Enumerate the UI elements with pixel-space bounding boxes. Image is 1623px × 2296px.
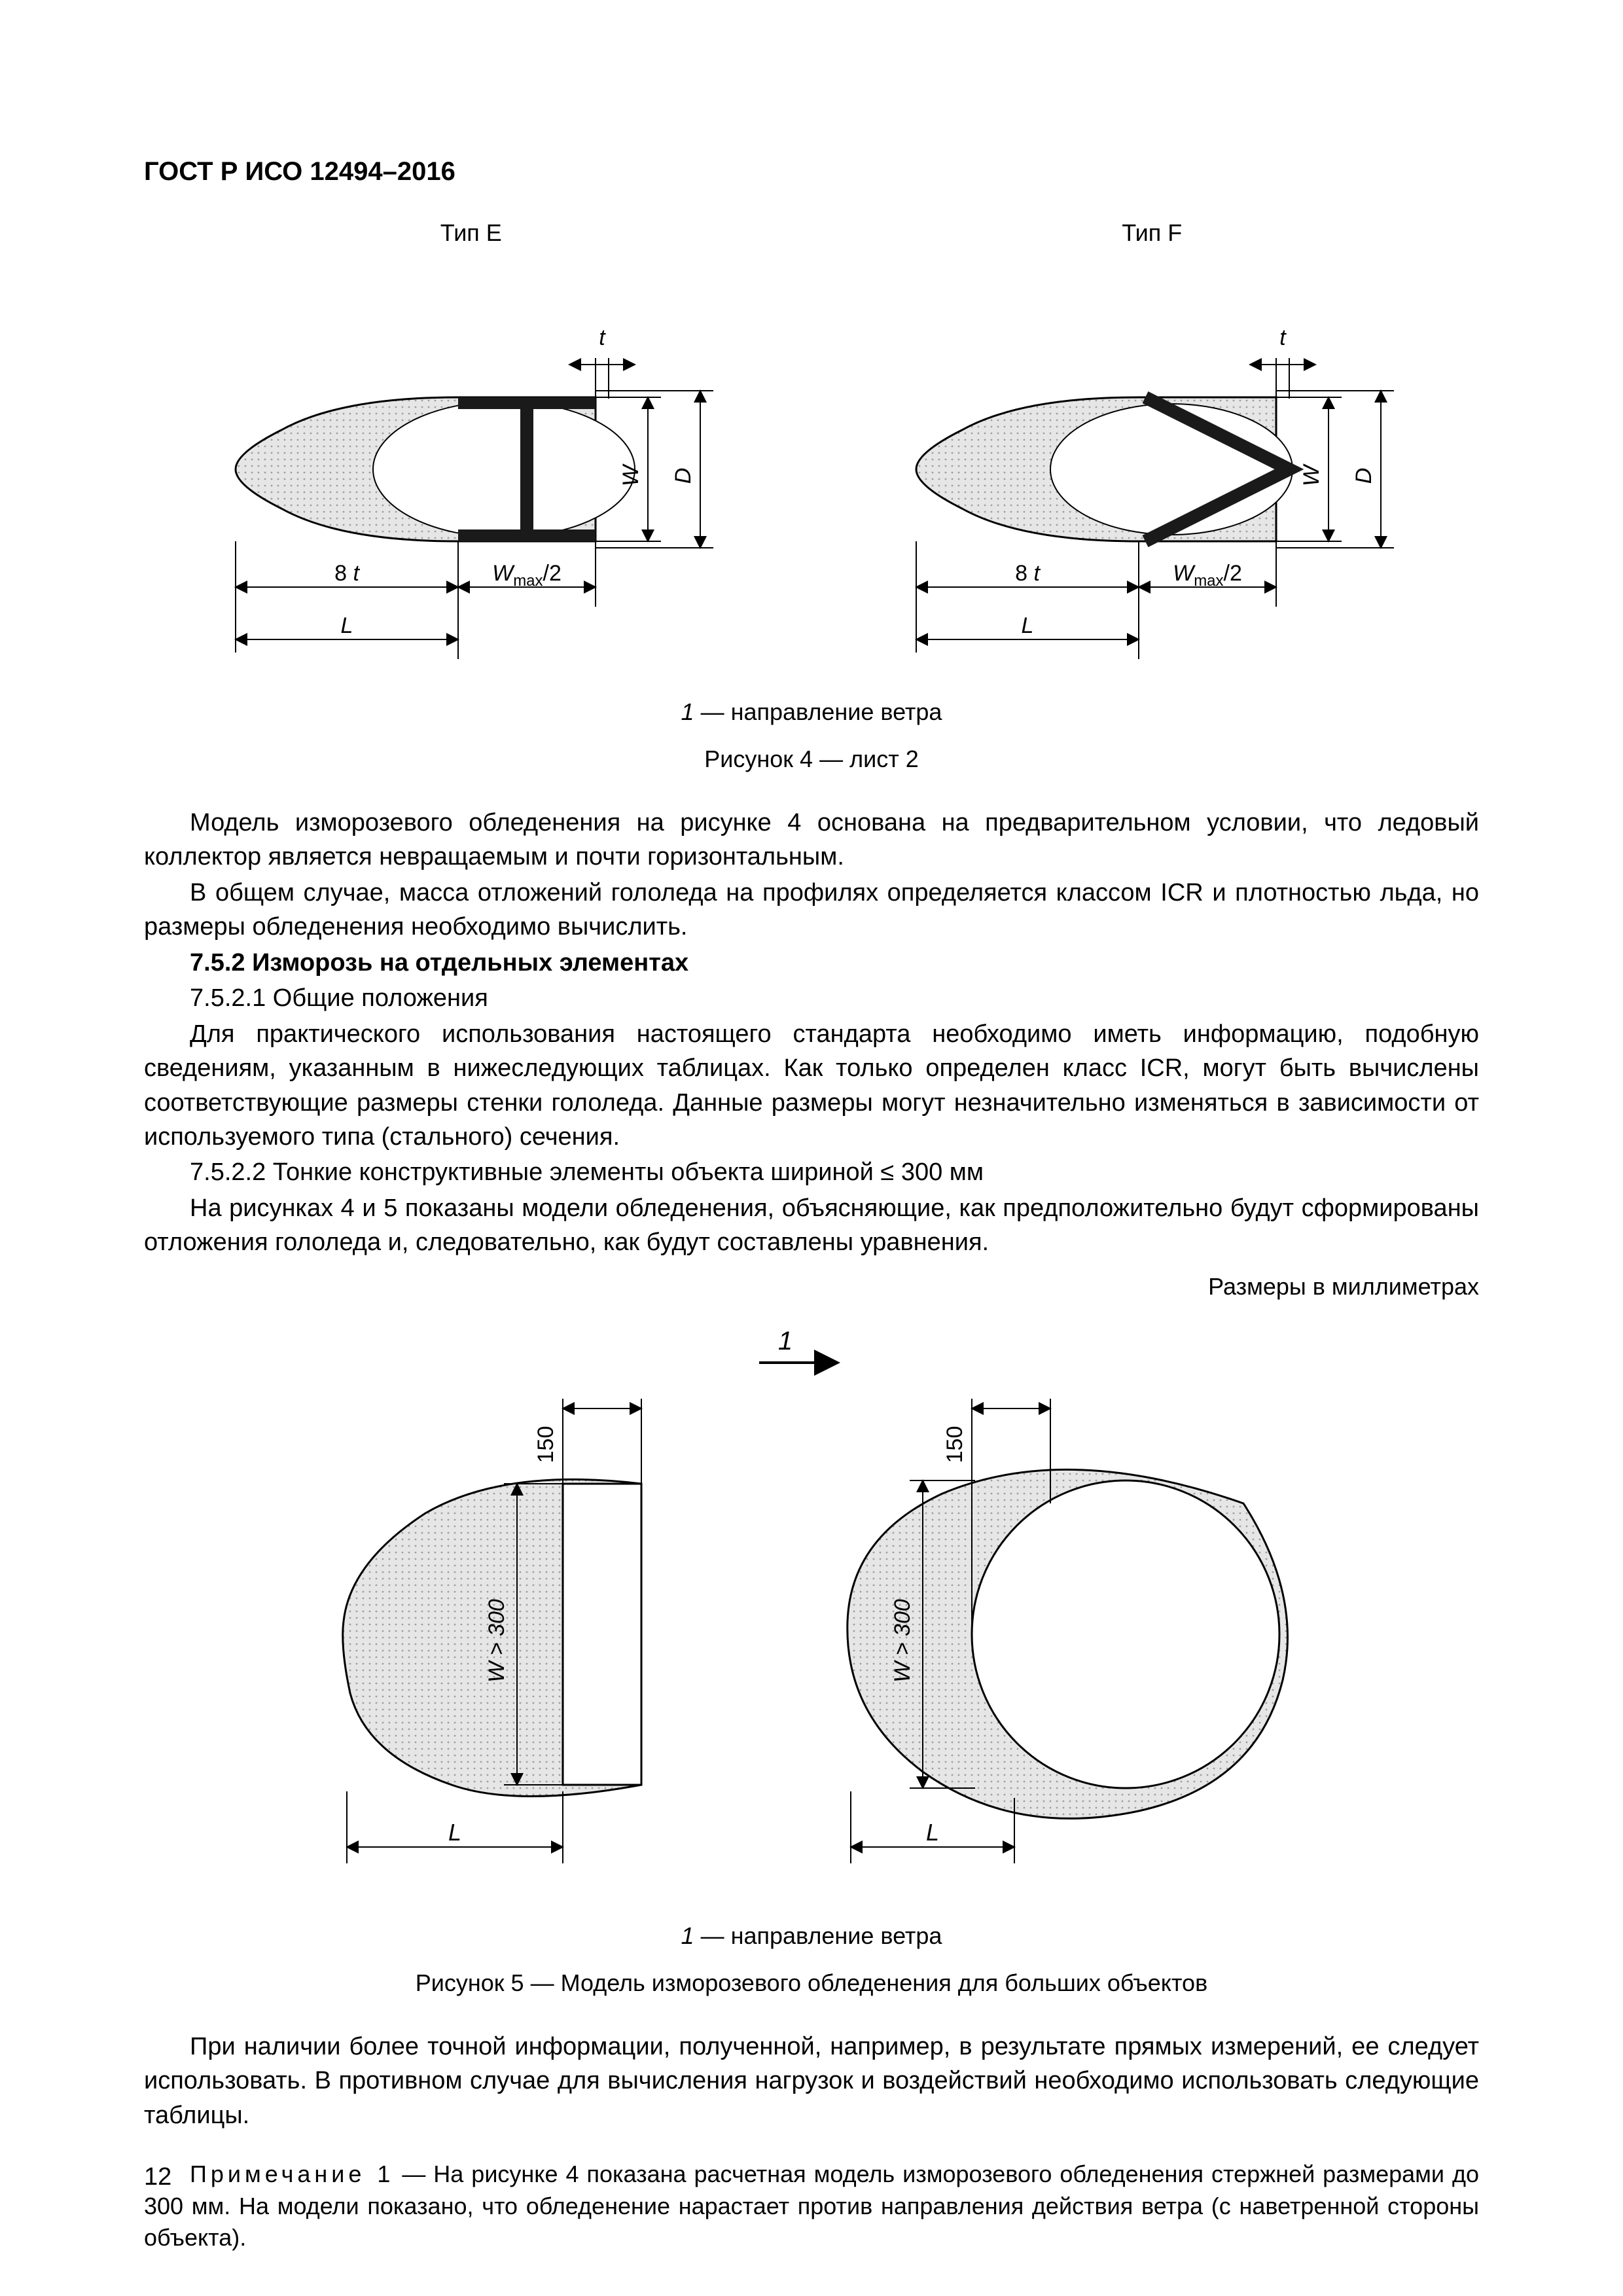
svg-text:L: L [448, 1819, 461, 1846]
page-number: 12 [144, 2163, 171, 2191]
svg-text:W: W [618, 463, 643, 486]
figure4-typeF-svg: t W D 8 t Wmax/2 [857, 260, 1446, 679]
heading-7521: 7.5.2.1 Общие положения [144, 981, 1479, 1015]
paragraph-1: Модель изморозевого обледенения на рисун… [144, 806, 1479, 874]
svg-text:L: L [1022, 613, 1034, 638]
svg-text:Wmax/2: Wmax/2 [492, 561, 562, 590]
svg-text:W > 300: W > 300 [890, 1599, 915, 1683]
heading-752: 7.5.2 Изморозь на отдельных элементах [144, 946, 1479, 980]
svg-text:Wmax/2: Wmax/2 [1173, 561, 1242, 590]
figure5-svg: 1 150 W > 300 [255, 1314, 1368, 1903]
paragraph-3: Для практического использования настояще… [144, 1017, 1479, 1155]
svg-text:W: W [1299, 463, 1324, 486]
body-text-block-2: При наличии более точной информации, пол… [144, 2030, 1479, 2132]
heading-7522: 7.5.2.2 Тонкие конструктивные элементы о… [144, 1155, 1479, 1189]
svg-text:D: D [1351, 468, 1376, 484]
figure4-typeE-title: tТип E [144, 219, 798, 247]
svg-text:t: t [599, 325, 606, 350]
body-text-block-1: Модель изморозевого обледенения на рисун… [144, 806, 1479, 1260]
figure4-typeE-svg: t W D 8 t Wmax/2 [177, 260, 766, 679]
paragraph-2: В общем случае, масса отложений гололеда… [144, 876, 1479, 944]
note-1: Примечание 1 — На рисунке 4 показана рас… [144, 2159, 1479, 2254]
svg-text:L: L [340, 613, 353, 638]
paragraph-5: При наличии более точной информации, пол… [144, 2030, 1479, 2132]
document-header: ГОСТ Р ИСО 12494–2016 [144, 157, 1479, 187]
figure4-typeF-title: Тип F [825, 219, 1479, 247]
units-label: Размеры в миллиметрах [144, 1273, 1479, 1300]
figure5-wrap: 1 150 W > 300 [144, 1314, 1479, 1903]
figure4-caption: Рисунок 4 — лист 2 [144, 745, 1479, 773]
svg-text:8 t: 8 t [1015, 561, 1041, 586]
svg-text:D: D [671, 468, 696, 484]
svg-text:1: 1 [778, 1327, 793, 1355]
paragraph-4: На рисунках 4 и 5 показаны модели обледе… [144, 1191, 1479, 1260]
svg-text:150: 150 [942, 1426, 967, 1463]
figure4-type-f: Тип F [825, 219, 1479, 679]
figure4-type-e: tТип E [144, 219, 798, 679]
svg-text:W > 300: W > 300 [484, 1599, 509, 1683]
figure5-wind-label: 1 — направление ветра [144, 1922, 1479, 1950]
note-label: Примечание 1 [190, 2161, 394, 2187]
svg-text:t: t [1279, 325, 1287, 350]
svg-text:150: 150 [533, 1426, 558, 1463]
svg-text:8 t: 8 t [334, 561, 360, 586]
figure5-caption: Рисунок 5 — Модель изморозевого обледене… [144, 1969, 1479, 1997]
figure4-row: tТип E [144, 219, 1479, 679]
figure4-wind-label: 1 — направление ветра [144, 698, 1479, 726]
svg-text:L: L [926, 1819, 939, 1846]
